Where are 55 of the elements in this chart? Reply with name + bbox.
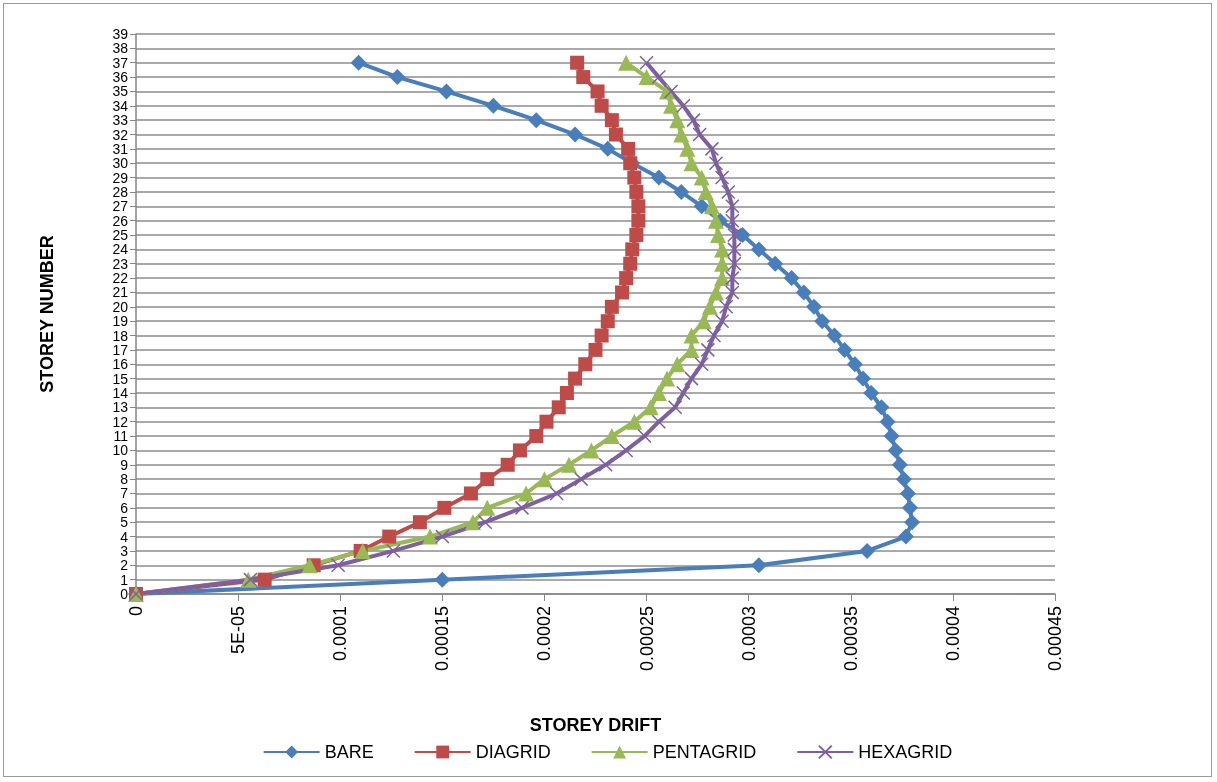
y-tick-label: 17 <box>112 341 129 358</box>
x-tick-label: 0.00035 <box>840 606 861 672</box>
y-tick-label: 39 <box>112 26 129 42</box>
y-tick-label: 0 <box>120 586 129 602</box>
y-tick-label: 15 <box>112 370 129 387</box>
legend-label: DIAGRID <box>475 742 551 762</box>
x-tick-label: 0.0003 <box>738 606 759 662</box>
y-tick-label: 14 <box>112 384 129 401</box>
legend-label: PENTAGRID <box>652 742 757 762</box>
y-tick-label: 21 <box>112 284 129 301</box>
x-tick-label: 5E-05 <box>228 606 249 655</box>
legend-label: BARE <box>324 742 374 762</box>
y-tick-label: 8 <box>120 471 129 488</box>
y-tick-label: 6 <box>120 499 129 516</box>
y-tick-label: 27 <box>112 198 129 215</box>
y-tick-label: 36 <box>112 69 129 86</box>
y-tick-label: 11 <box>113 428 129 445</box>
x-tick-label: 0.0001 <box>330 606 351 662</box>
y-tick-label: 24 <box>112 241 129 258</box>
y-tick-label: 37 <box>112 54 129 71</box>
x-tick-label: 0.0004 <box>942 606 963 662</box>
y-tick-label: 38 <box>112 40 129 57</box>
y-tick-label: 19 <box>112 313 129 330</box>
x-tick-label: 0.00025 <box>636 606 657 672</box>
x-axis-title: STOREY DRIFT <box>529 715 662 735</box>
legend-label: HEXAGRID <box>858 742 953 762</box>
x-tick-label: 0.00045 <box>1045 606 1065 672</box>
y-tick-label: 25 <box>112 227 129 244</box>
y-tick-label: 26 <box>112 212 129 229</box>
y-tick-label: 2 <box>120 557 129 574</box>
y-tick-label: 18 <box>112 327 129 344</box>
y-tick-label: 23 <box>112 255 129 272</box>
y-tick-label: 29 <box>112 169 129 186</box>
y-tick-label: 4 <box>120 528 129 545</box>
x-tick-label: 0.0002 <box>534 606 555 662</box>
y-tick-label: 10 <box>112 442 129 459</box>
y-tick-label: 35 <box>112 83 129 100</box>
y-tick-label: 22 <box>112 270 129 287</box>
x-tick-label: 0.00015 <box>432 606 453 672</box>
y-tick-label: 9 <box>120 456 129 473</box>
y-tick-label: 20 <box>112 298 129 315</box>
y-tick-label: 31 <box>112 140 129 157</box>
y-tick-label: 16 <box>112 356 129 373</box>
y-tick-label: 3 <box>120 542 129 559</box>
y-tick-label: 34 <box>112 97 129 114</box>
y-tick-label: 13 <box>112 399 129 416</box>
y-tick-label: 1 <box>120 571 129 588</box>
y-tick-label: 33 <box>112 112 129 129</box>
y-tick-label: 5 <box>120 514 129 531</box>
y-axis-title: STOREY NUMBER <box>37 235 57 393</box>
y-tick-label: 12 <box>112 413 129 430</box>
y-tick-label: 28 <box>112 183 129 200</box>
y-tick-label: 30 <box>112 155 129 172</box>
y-tick-label: 7 <box>120 485 129 502</box>
y-tick-label: 32 <box>112 126 129 143</box>
